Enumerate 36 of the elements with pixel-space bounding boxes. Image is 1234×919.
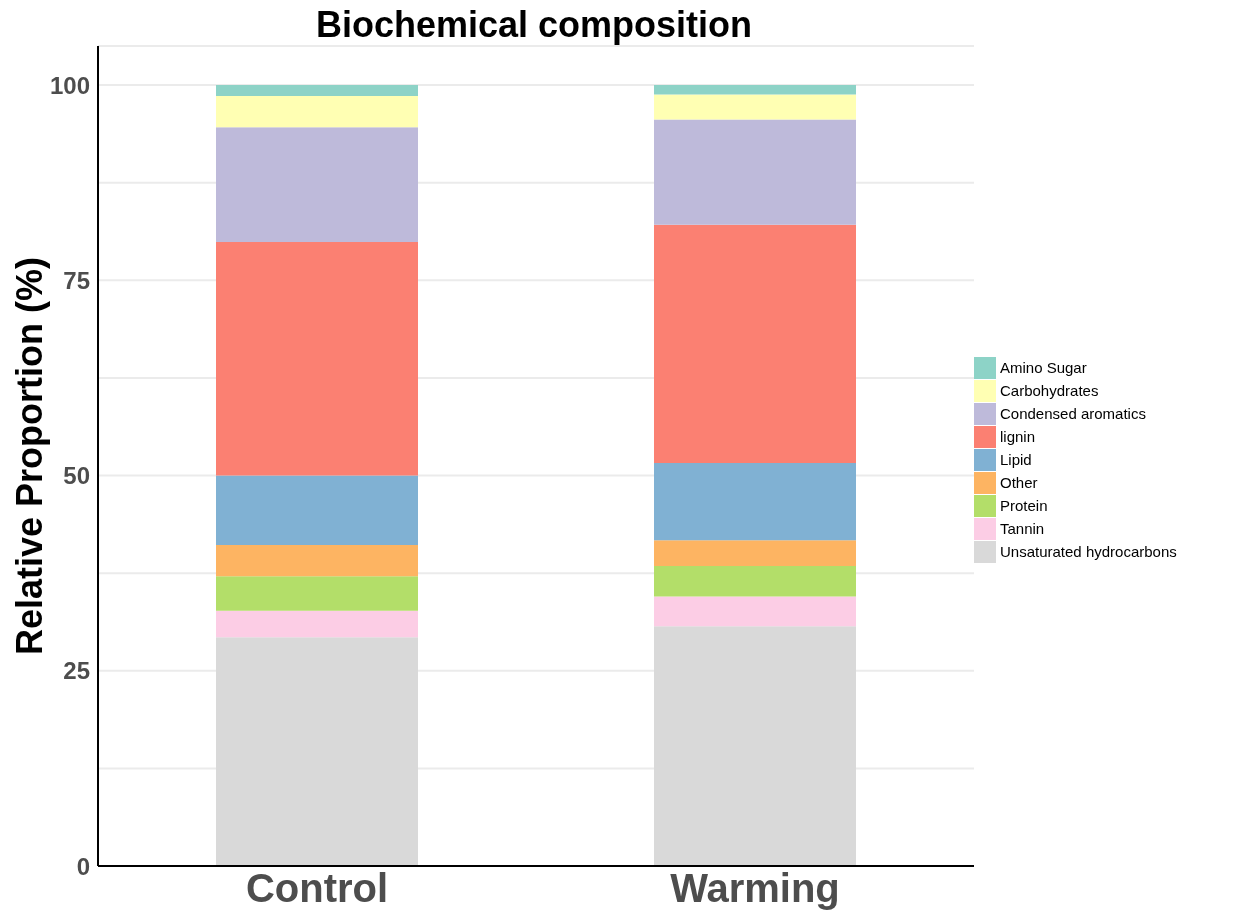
legend-label: Lipid [1000, 451, 1032, 468]
bar [216, 127, 418, 243]
legend-label: Tannin [1000, 520, 1045, 537]
y-tick-label: 0 [76, 852, 90, 880]
bar [216, 576, 418, 611]
legend-label: Protein [1000, 497, 1048, 514]
y-tick-label: 25 [63, 657, 90, 685]
bar [654, 463, 856, 541]
legend-label: lignin [1000, 428, 1036, 445]
y-axis-title: Relative Proportion (%) [9, 256, 51, 656]
bar [216, 95, 418, 128]
bar [654, 85, 856, 95]
bar [216, 545, 418, 577]
chart-title: Biochemical composition [314, 4, 754, 46]
y-tick-label: 50 [63, 462, 90, 490]
legend-label: Carbohydrates [1000, 382, 1099, 399]
bar [216, 475, 418, 546]
legend-label: Amino Sugar [1000, 359, 1087, 376]
bar [654, 94, 856, 120]
bar [216, 610, 418, 638]
x-tick-label: Warming [670, 866, 840, 911]
bar [216, 637, 418, 866]
legend-label: Unsaturated hydrocarbons [1000, 543, 1177, 560]
bar [216, 242, 418, 476]
y-tick-label: 100 [49, 71, 90, 99]
legend-label: Other [1000, 474, 1038, 491]
bar [654, 626, 856, 866]
bar [216, 85, 418, 96]
bar [654, 224, 856, 464]
x-tick-label: Control [245, 866, 389, 911]
bar [654, 119, 856, 225]
legend-label: Condensed aromatics [1000, 405, 1146, 422]
bar [654, 566, 856, 597]
bar [654, 540, 856, 567]
y-tick-label: 75 [63, 266, 90, 294]
bar [654, 596, 856, 627]
